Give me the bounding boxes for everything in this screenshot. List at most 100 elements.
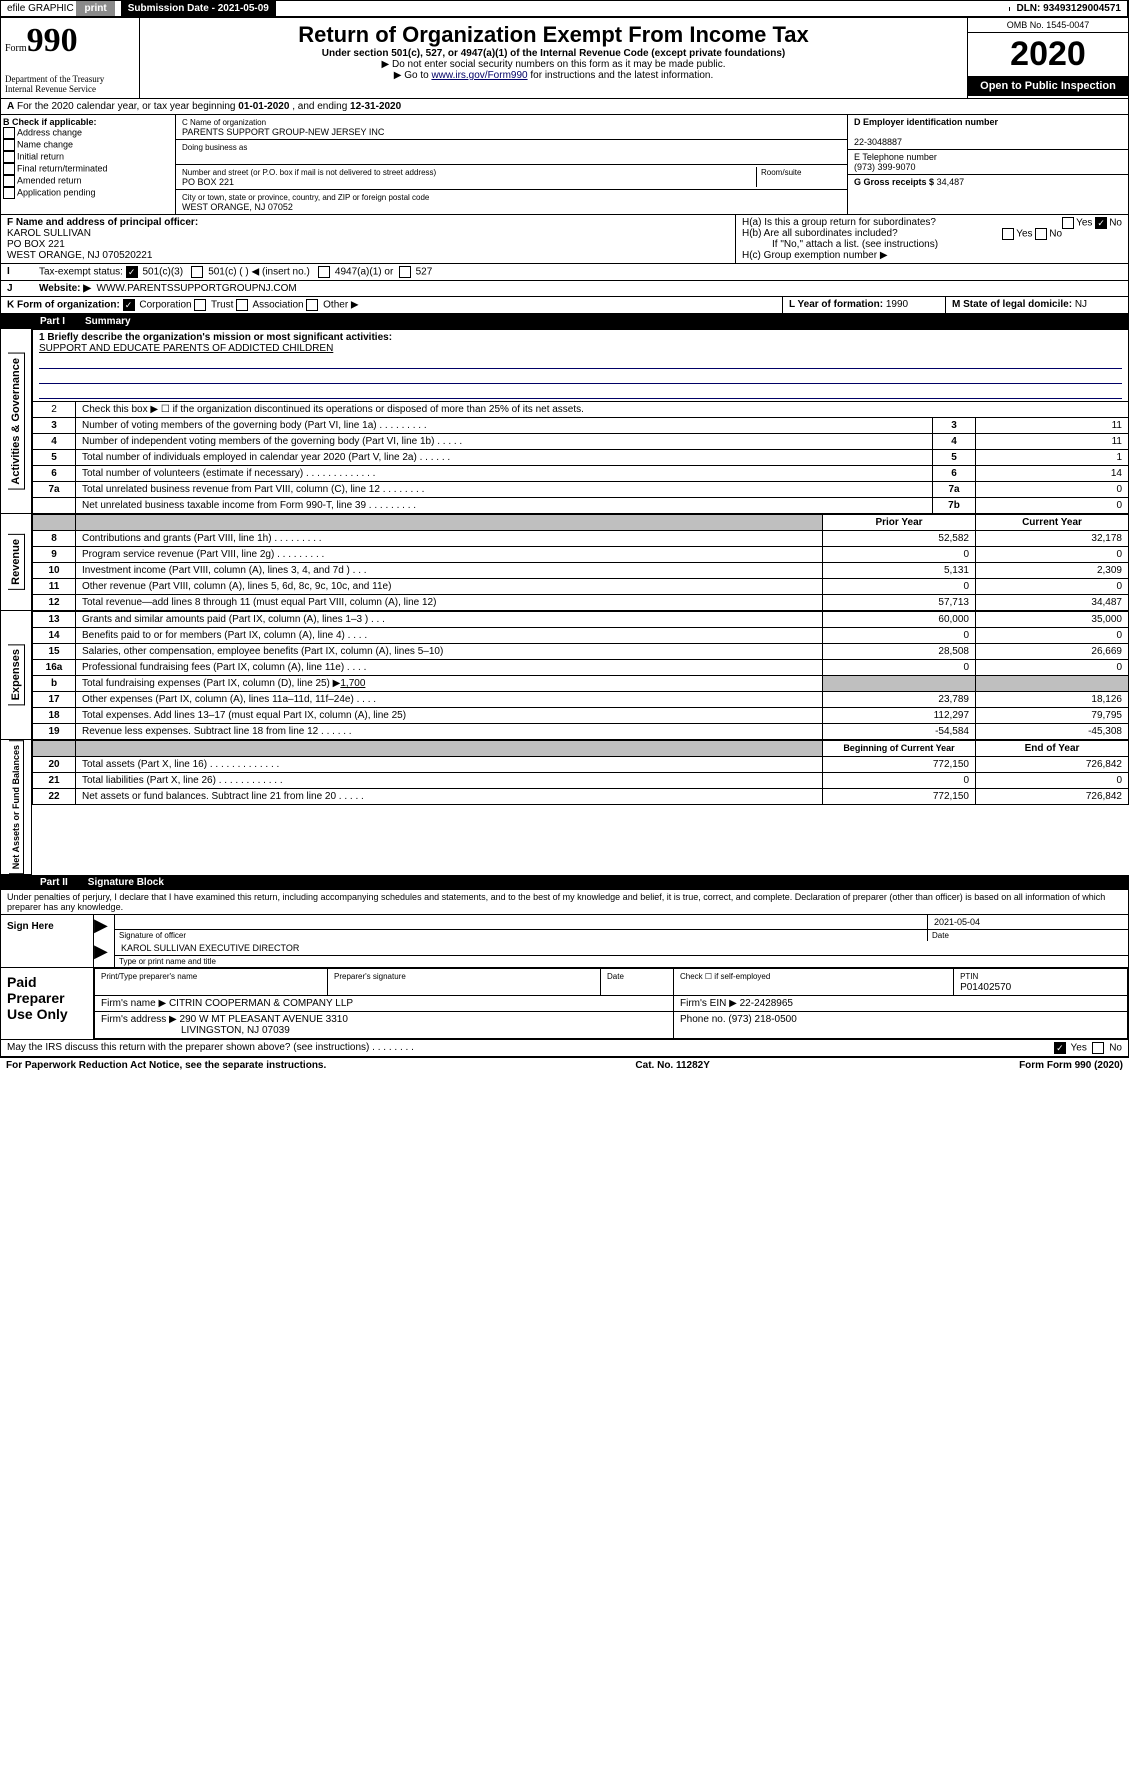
n13: 13 (48, 614, 59, 625)
sig-name-label: Type or print name and title (115, 956, 1128, 967)
print-button[interactable]: print (76, 1, 114, 16)
firm-phone-l: Phone no. (680, 1014, 726, 1025)
l16b-val: 1,700 (340, 678, 365, 689)
n12: 12 (48, 597, 59, 608)
chk-pending[interactable]: Application pending (17, 187, 96, 197)
p11: 0 (823, 579, 976, 595)
c12: 34,487 (976, 595, 1129, 611)
sig-date: 2021-05-04 (928, 915, 1128, 930)
n7a: 7a (948, 484, 959, 495)
chk-name[interactable]: Name change (17, 139, 73, 149)
v7a: 0 (976, 482, 1129, 498)
net-section: Net Assets or Fund Balances Beginning of… (0, 740, 1129, 875)
Hb-yes[interactable]: Yes (1016, 229, 1032, 240)
open-public: Open to Public Inspection (968, 76, 1128, 96)
footer: For Paperwork Reduction Act Notice, see … (0, 1057, 1129, 1073)
n11: 11 (49, 581, 60, 592)
Hb-no[interactable]: No (1049, 229, 1062, 240)
n4n: 4 (51, 436, 57, 447)
self-emp[interactable]: Check ☐ if self-employed (680, 972, 770, 981)
boxM-label: M State of legal domicile: (952, 299, 1072, 310)
website[interactable]: WWW.PARENTSSUPPORTGROUPNJ.COM (97, 283, 297, 294)
website-label: Website: ▶ (39, 283, 91, 294)
l4: Number of independent voting members of … (76, 434, 933, 450)
sub1: Under section 501(c), 527, or 4947(a)(1)… (144, 48, 963, 59)
sign-here: Sign Here (1, 915, 94, 967)
Ha-no[interactable]: No (1109, 218, 1122, 229)
n4: 4 (951, 436, 957, 447)
l9: Program service revenue (Part VIII, line… (76, 547, 823, 563)
officer-sig-name: KAROL SULLIVAN EXECUTIVE DIRECTOR (115, 941, 1128, 956)
chk-initial[interactable]: Initial return (17, 151, 64, 161)
527[interactable]: 527 (416, 267, 433, 278)
l11: Other revenue (Part VIII, column (A), li… (76, 579, 823, 595)
l17: Other expenses (Part IX, column (A), lin… (76, 692, 823, 708)
part2-header: Part IISignature Block (0, 875, 1129, 890)
chk-amended[interactable]: Amended return (17, 175, 82, 185)
chk-final[interactable]: Final return/terminated (17, 163, 108, 173)
sig-label: Signature of officer (115, 930, 927, 941)
p15: 28,508 (823, 644, 976, 660)
501c3[interactable]: 501(c)(3) (142, 267, 183, 278)
part1-title: Summary (75, 314, 141, 329)
discuss-q: May the IRS discuss this return with the… (1, 1040, 1048, 1056)
corp[interactable]: Corporation (139, 300, 191, 311)
footer-c: Cat. No. 11282Y (635, 1060, 709, 1071)
n2: 2 (33, 402, 76, 418)
form-title: Return of Organization Exempt From Incom… (144, 22, 963, 48)
firm-addr-l: Firm's address ▶ (101, 1014, 177, 1025)
other[interactable]: Other ▶ (323, 300, 358, 311)
p12: 57,713 (823, 595, 976, 611)
gross-val: 34,487 (937, 177, 965, 187)
boxI-label: Tax-exempt status: (39, 267, 123, 278)
omb: OMB No. 1545-0047 (968, 18, 1128, 32)
l5: Total number of individuals employed in … (76, 450, 933, 466)
period-pre: For the 2020 calendar year, or tax year … (17, 101, 238, 112)
side-rev: Revenue (8, 534, 25, 590)
501c[interactable]: 501(c) ( ) ◀ (insert no.) (208, 267, 310, 278)
c15: 26,669 (976, 644, 1129, 660)
discuss-no[interactable]: No (1109, 1043, 1122, 1054)
v6: 14 (976, 466, 1129, 482)
c10: 2,309 (976, 563, 1129, 579)
firm-ein: 22-2428965 (740, 998, 793, 1009)
v3: 11 (976, 418, 1129, 434)
p13: 60,000 (823, 612, 976, 628)
c11: 0 (976, 579, 1129, 595)
period-end: 12-31-2020 (350, 101, 401, 112)
room-label: Room/suite (761, 168, 801, 177)
discuss-yes[interactable]: Yes (1071, 1043, 1087, 1054)
p9: 0 (823, 547, 976, 563)
c16a: 0 (976, 660, 1129, 676)
n16a: 16a (46, 662, 63, 673)
part1-tab: Part I (30, 314, 75, 329)
prep-date-h: Date (607, 972, 624, 981)
irs-link[interactable]: www.irs.gov/Form990 (431, 70, 527, 81)
Ha: H(a) Is this a group return for subordin… (742, 217, 936, 228)
hdr-beg: Beginning of Current Year (823, 741, 976, 757)
l22: Net assets or fund balances. Subtract li… (76, 789, 823, 805)
l12: Total revenue—add lines 8 through 11 (mu… (76, 595, 823, 611)
hdr-prior: Prior Year (823, 515, 976, 531)
v7b: 0 (976, 498, 1129, 514)
irs: Internal Revenue Service (5, 84, 135, 94)
assoc[interactable]: Association (252, 300, 303, 311)
tax-status-row: I Tax-exempt status: ✓ 501(c)(3) 501(c) … (0, 264, 1129, 281)
p16a: 0 (823, 660, 976, 676)
officer-addr2: WEST ORANGE, NJ 070520221 (7, 250, 152, 261)
Ha-yes[interactable]: Yes (1076, 218, 1092, 229)
dba-label: Doing business as (182, 143, 247, 152)
form-number: 990 (27, 22, 78, 59)
tax-year: 2020 (968, 32, 1128, 76)
c19: -45,308 (976, 724, 1129, 740)
firm-l: Firm's name ▶ (101, 998, 166, 1009)
chk-address[interactable]: Address change (17, 127, 82, 137)
l3: Number of voting members of the governin… (76, 418, 933, 434)
n7b: 7b (948, 500, 960, 511)
c8: 32,178 (976, 531, 1129, 547)
4947[interactable]: 4947(a)(1) or (335, 267, 393, 278)
gov-section: Activities & Governance 1 Briefly descri… (0, 329, 1129, 514)
trust[interactable]: Trust (211, 300, 233, 311)
firm-addr1: 290 W MT PLEASANT AVENUE 3310 (180, 1014, 348, 1025)
n10: 10 (48, 565, 59, 576)
